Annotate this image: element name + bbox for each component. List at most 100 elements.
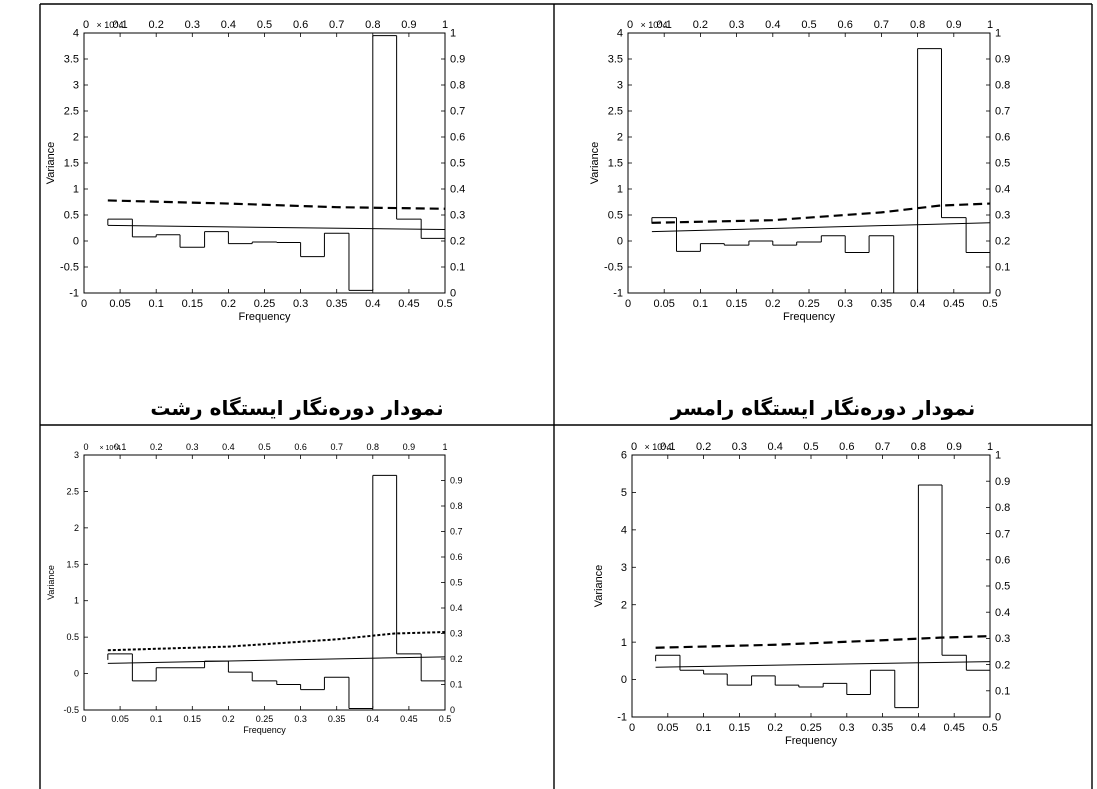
right-tick-label: 0.9 <box>450 476 463 486</box>
x-axis-label: Frequency <box>783 311 835 323</box>
y-tick-label: 0.5 <box>66 632 79 642</box>
top-tick-label-zero: 0 <box>83 442 88 452</box>
top-tick-label: 0.1 <box>657 19 672 31</box>
x-tick-label: 0 <box>81 714 86 724</box>
y-tick-label: 1.5 <box>64 158 79 170</box>
y-tick-label: 3 <box>617 80 623 92</box>
right-tick-label: 0.1 <box>995 685 1010 697</box>
y-axis-label: Variance <box>46 565 56 600</box>
right-tick-label: 0.5 <box>995 158 1010 170</box>
y-tick-label: 2.5 <box>608 106 623 118</box>
x-tick-label: 0.25 <box>254 298 275 310</box>
top-tick-label-zero: 0 <box>83 19 89 31</box>
x-tick-label: 0.45 <box>943 298 964 310</box>
mean-line <box>107 224 446 231</box>
top-tick-label: 0.7 <box>875 441 890 453</box>
right-tick-label: 0.2 <box>450 654 463 664</box>
exponent-label: × 10^4 <box>641 20 668 30</box>
x-tick-label: 0.35 <box>326 298 347 310</box>
x-axis-label: Frequency <box>239 311 291 323</box>
top-tick-label: 0.8 <box>365 19 380 31</box>
top-tick-label: 0.9 <box>401 19 416 31</box>
right-tick-label: 0.7 <box>995 106 1010 118</box>
x-axis-label: Frequency <box>785 735 837 747</box>
right-tick-label: 1 <box>450 28 456 40</box>
right-tick-label: 0.9 <box>995 54 1010 66</box>
mean-line <box>651 222 991 233</box>
top-tick-label: 0.6 <box>839 441 854 453</box>
top-tick-label: 0.5 <box>801 19 816 31</box>
plot-frame <box>631 454 991 718</box>
x-tick-label: 0.25 <box>800 722 821 734</box>
top-tick-label: 0.9 <box>403 442 416 452</box>
y-tick-label: 0.5 <box>608 210 623 222</box>
y-tick-label: 0.5 <box>64 210 79 222</box>
y-tick-label: -1 <box>617 712 627 724</box>
x-tick-label: 0 <box>81 298 87 310</box>
top-tick-label: 0.7 <box>874 19 889 31</box>
right-tick-label: 0.3 <box>995 210 1010 222</box>
right-tick-label: 0 <box>450 288 456 300</box>
y-tick-label: 6 <box>621 450 627 462</box>
right-tick-label: 0 <box>995 288 1001 300</box>
y-tick-label: 2 <box>74 523 79 533</box>
mean-line <box>655 661 991 668</box>
y-tick-label: 3 <box>621 562 627 574</box>
top-tick-label: 0.4 <box>222 442 235 452</box>
y-tick-label: 1 <box>617 184 623 196</box>
x-tick-label: 0.2 <box>221 298 236 310</box>
top-tick-label: 0.6 <box>293 19 308 31</box>
x-tick-label: 0.35 <box>871 298 892 310</box>
top-tick-label: 0.5 <box>258 442 271 452</box>
y-tick-label: -0.5 <box>604 262 623 274</box>
x-tick-label: 0.05 <box>653 298 674 310</box>
confidence-line <box>107 631 446 652</box>
y-tick-label: 4 <box>621 525 627 537</box>
top-tick-label: 1 <box>442 19 448 31</box>
x-tick-label: 0.25 <box>256 714 274 724</box>
x-tick-label: 0.1 <box>693 298 708 310</box>
top-tick-label: 0.7 <box>329 19 344 31</box>
top-tick-label: 0.7 <box>330 442 343 452</box>
y-tick-label: 3.5 <box>608 54 623 66</box>
right-tick-label: 1 <box>995 450 1001 462</box>
right-tick-label: 0.9 <box>995 476 1010 488</box>
x-tick-label: 0.3 <box>294 714 307 724</box>
x-tick-label: 0.5 <box>437 298 452 310</box>
x-tick-label: 0.45 <box>400 714 418 724</box>
right-tick-label: 0.7 <box>995 528 1010 540</box>
right-tick-label: 0.4 <box>450 184 465 196</box>
y-tick-label: 2 <box>617 132 623 144</box>
top-tick-label: 0.8 <box>911 441 926 453</box>
right-tick-label: 0.6 <box>995 554 1010 566</box>
x-tick-label: 0.45 <box>943 722 964 734</box>
x-tick-label: 0.1 <box>149 298 164 310</box>
chart-rasht: 0 0.05 0.1 0.15 0.2 0.25 0.3 0.35 0.4 0.45 0.5 -1 -0… <box>45 19 465 323</box>
x-tick-label: 0.4 <box>911 722 926 734</box>
top-tick-label: 0.2 <box>150 442 163 452</box>
y-axis-label: Variance <box>45 142 57 185</box>
top-tick-label: 0.1 <box>660 441 675 453</box>
y-tick-label: 2 <box>73 132 79 144</box>
right-tick-label: 0.5 <box>995 581 1010 593</box>
y-tick-label: -0.5 <box>63 705 79 715</box>
right-tick-label: 0 <box>450 705 455 715</box>
exponent-label: × 10^4 <box>97 20 124 30</box>
top-tick-label: 1 <box>987 19 993 31</box>
y-tick-label: 3 <box>73 80 79 92</box>
right-tick-label: 0.5 <box>450 158 465 170</box>
x-tick-label: 0.2 <box>768 722 783 734</box>
chart-station3: 0 0.05 0.1 0.15 0.2 0.25 0.3 0.35 0.4 0.45 0.5 -0.5… <box>46 442 463 735</box>
right-tick-label: 0.7 <box>450 106 465 118</box>
x-axis-label: Frequency <box>243 725 286 735</box>
y-tick-label: 1.5 <box>66 559 79 569</box>
exponent-label: × 10^4 <box>645 442 672 452</box>
right-tick-label: 0.8 <box>450 501 463 511</box>
top-tick-label: 0.3 <box>185 19 200 31</box>
y-tick-label: -1 <box>69 288 79 300</box>
exponent-label: × 10^4 <box>100 445 121 452</box>
y-tick-label: 2.5 <box>66 486 79 496</box>
right-tick-label: 0.4 <box>995 184 1010 196</box>
